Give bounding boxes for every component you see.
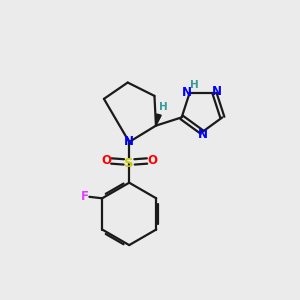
Text: O: O bbox=[147, 154, 157, 167]
Polygon shape bbox=[156, 114, 161, 126]
Text: O: O bbox=[101, 154, 111, 167]
Text: F: F bbox=[81, 190, 89, 203]
Text: N: N bbox=[198, 128, 208, 141]
Text: H: H bbox=[190, 80, 199, 90]
Text: S: S bbox=[124, 157, 134, 170]
Text: H: H bbox=[159, 102, 168, 112]
Text: N: N bbox=[182, 86, 192, 99]
Text: N: N bbox=[212, 85, 222, 98]
Text: N: N bbox=[124, 136, 134, 148]
